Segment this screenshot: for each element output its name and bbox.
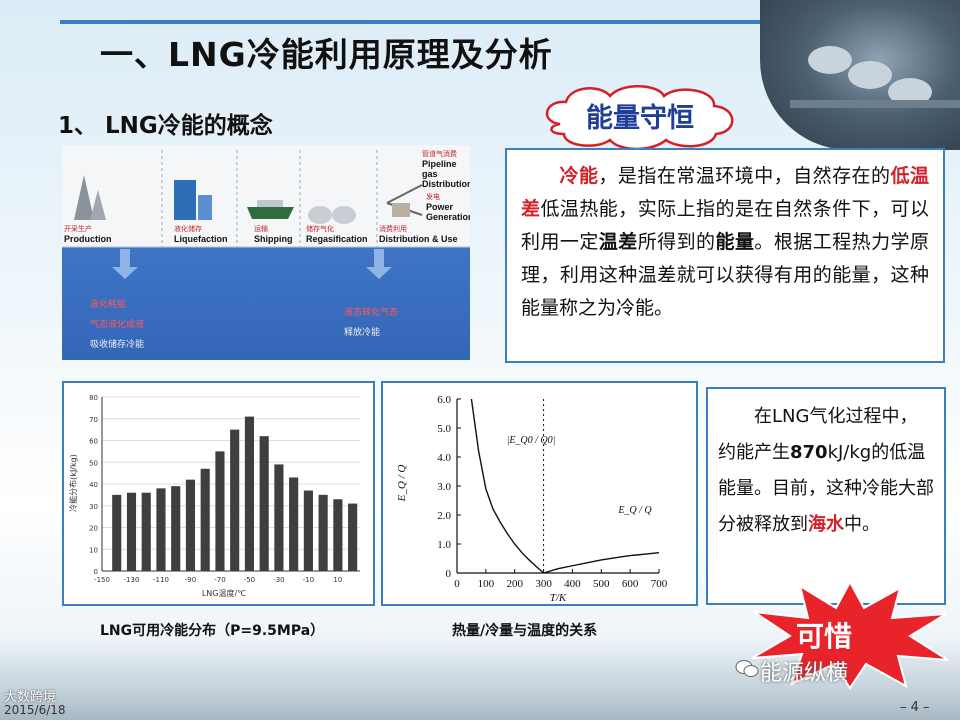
bar-xtick-label: -110	[153, 576, 169, 584]
bar	[141, 492, 151, 571]
bar	[333, 499, 343, 571]
bar	[185, 479, 196, 571]
header-bar	[60, 20, 780, 24]
bar-xtick-label: -150	[94, 576, 110, 584]
lng-chain-diagram: 开采生产 Production 液化储存 Liquefaction 运输 Shi…	[62, 145, 470, 360]
starburst-callout	[751, 580, 949, 690]
line-y-axis-label: E_Q / Q	[396, 465, 408, 503]
bar	[289, 477, 299, 571]
line-xtick-label: 0	[454, 578, 460, 590]
wechat-icon	[735, 660, 759, 677]
bar	[126, 492, 137, 571]
bar	[303, 490, 313, 571]
line-ytick-label: 2.0	[437, 510, 451, 522]
bar-ytick-label: 10	[89, 546, 98, 554]
annotation-left: |E_Q0 / Q0|	[507, 435, 556, 446]
definition-text: 冷能，是指在常温环境中，自然存在的低温差低温热能，实际上指的是在自然条件下，可以…	[521, 165, 929, 319]
bar-ytick-label: 80	[89, 394, 98, 402]
side-note-text: 在LNG气化过程中，约能产生870kJ/kg的低温能量。目前，这种冷能大部分被释…	[718, 406, 934, 535]
line-ytick-label: 5.0	[437, 423, 451, 435]
bar-ytick-label: 60	[89, 438, 98, 446]
branch-power: 发电 Power Generation	[426, 193, 470, 222]
left-notes: 液化耗能 气态液化成液 吸收储存冷能	[90, 300, 145, 350]
bar	[156, 488, 166, 571]
bar-chart-svg: 0 10 20 30 40 50 60 70 80 -150 -130 -110 -90 -70 -50 -3…	[68, 394, 360, 598]
definition-box: 冷能，是指在常温环境中，自然存在的低温差低温热能，实际上指的是在自然条件下，可以…	[505, 148, 945, 363]
step-liquefaction: 液化储存 Liquefaction	[174, 225, 228, 244]
line-xtick-label: 300	[535, 578, 552, 590]
line-xtick-label: 200	[506, 578, 523, 590]
exergy-temperature-chart: 0 1.0 2.0 3.0 4.0 5.0 6.0 0 100 200 300 400 500 600 70…	[381, 381, 698, 606]
bar	[230, 429, 240, 571]
bar-xtick-label: -90	[185, 576, 196, 584]
line-ytick-label: 6.0	[437, 394, 451, 406]
bar	[318, 494, 328, 571]
annotation-right: E_Q / Q	[617, 505, 652, 516]
line-ytick-label: 1.0	[437, 539, 451, 551]
branch-pipeline: 管道气消费 Pipeline gas Distribution	[422, 150, 470, 189]
bar-y-axis-label: 冷能分布(kJ/kg)	[68, 454, 78, 512]
bar	[244, 416, 254, 571]
bar-xtick-label: -30	[273, 576, 284, 584]
step-regasification: 储存气化 Regasification	[306, 225, 368, 244]
step-distribution: 消费利用 Distribution & Use	[379, 225, 458, 244]
series-line	[543, 552, 660, 574]
bar	[200, 468, 210, 571]
section-subtitle: 1、 LNG冷能的概念	[58, 113, 273, 139]
bar-xtick-label: -10	[303, 576, 314, 584]
bar	[348, 503, 358, 571]
series-line	[470, 398, 545, 574]
cold-energy-bar-chart: 0 10 20 30 40 50 60 70 80 -150 -130 -110 -90 -70 -50 -3…	[62, 381, 375, 606]
line-xtick-label: 600	[622, 578, 639, 590]
bar-ytick-label: 0	[94, 568, 98, 576]
bar-x-axis-label: LNG温度/℃	[202, 588, 246, 598]
bar-ytick-label: 70	[89, 416, 98, 424]
page-number: – 4 –	[900, 700, 930, 715]
bar-ytick-label: 40	[89, 481, 98, 489]
decorative-photo	[760, 0, 960, 150]
corner-logo: 大数跨境	[4, 690, 57, 705]
bar	[274, 464, 284, 571]
line-xtick-label: 500	[593, 578, 610, 590]
watermark-text: 能源纵横	[760, 661, 849, 686]
line-ytick-label: 4.0	[437, 452, 451, 464]
bar	[259, 436, 269, 571]
bar	[112, 494, 122, 571]
cloud-label: 能量守恒	[586, 103, 694, 134]
step-shipping: 运输 Shipping	[254, 225, 293, 244]
slide-date: 2015/6/18	[4, 703, 66, 717]
bar-ytick-label: 20	[89, 525, 98, 533]
bar-ytick-label: 30	[89, 503, 98, 511]
line-xtick-label: 700	[651, 578, 668, 590]
cloud-callout	[545, 85, 734, 150]
line-x-axis-label: T/K	[550, 592, 567, 604]
line-chart-svg: 0 1.0 2.0 3.0 4.0 5.0 6.0 0 100 200 300 400 500 600 70…	[396, 394, 668, 604]
bar-xtick-label: -130	[124, 576, 140, 584]
caption-line-chart: 热量/冷量与温度的关系	[452, 623, 598, 639]
bar-ytick-label: 50	[89, 459, 98, 467]
step-production: 开采生产 Production	[64, 225, 112, 244]
lng-chain-graphic	[74, 150, 423, 279]
side-note-box: 在LNG气化过程中，约能产生870kJ/kg的低温能量。目前，这种冷能大部分被释…	[706, 387, 946, 605]
bar-xtick-label: -70	[214, 576, 225, 584]
line-ytick-label: 3.0	[437, 481, 451, 493]
bar-xtick-label: 10	[333, 576, 342, 584]
caption-bar-chart: LNG可用冷能分布（P=9.5MPa）	[100, 623, 325, 639]
lng-terminal-illustration	[790, 46, 960, 108]
line-xtick-label: 100	[478, 578, 495, 590]
starburst-label: 可惜	[796, 620, 853, 653]
line-ytick-label: 0	[446, 568, 452, 580]
page-title: 一、LNG冷能利用原理及分析	[100, 35, 553, 74]
bar	[171, 486, 181, 571]
bar-xtick-label: -50	[244, 576, 255, 584]
line-xtick-label: 400	[564, 578, 581, 590]
bar	[215, 451, 225, 571]
right-notes: 液态转化气态 释放冷能	[344, 308, 399, 338]
